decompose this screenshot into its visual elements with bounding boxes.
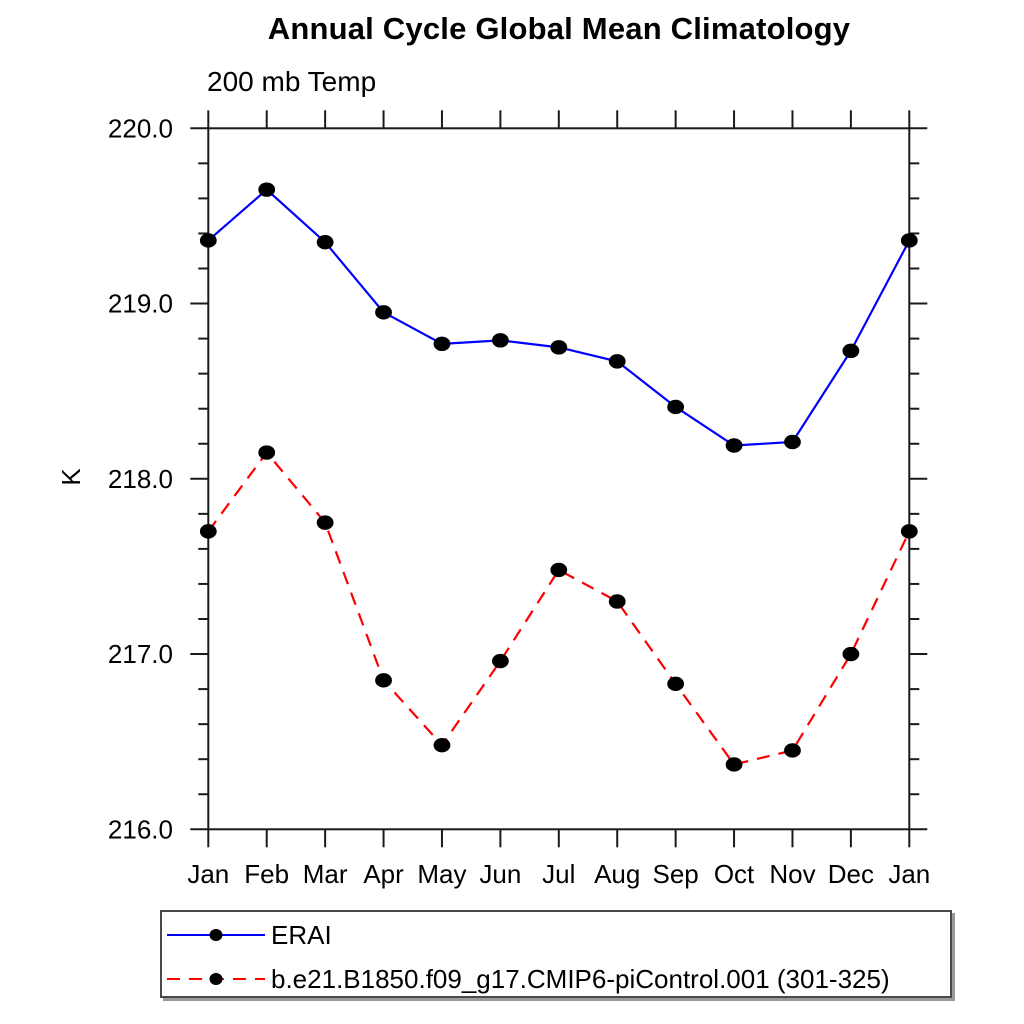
y-tick-label: 217.0 bbox=[108, 639, 173, 669]
data-point-marker-1 bbox=[491, 653, 509, 669]
legend-label-erai: ERAI bbox=[271, 920, 332, 950]
data-point-marker-1 bbox=[316, 515, 334, 530]
x-tick-label: Oct bbox=[714, 859, 755, 889]
plot-frame bbox=[207, 127, 911, 831]
x-tick-label: May bbox=[417, 859, 466, 889]
x-tick-label: Aug bbox=[594, 859, 640, 889]
data-point-marker-1 bbox=[433, 737, 451, 753]
series-line-0 bbox=[207, 188, 911, 447]
data-point-marker-0 bbox=[667, 399, 685, 415]
legend-label-picontrol: b.e21.B1850.f09_g17.CMIP6-piControl.001 … bbox=[271, 964, 890, 994]
data-point-marker-1 bbox=[900, 524, 918, 539]
data-point-marker-1 bbox=[550, 562, 568, 578]
data-point-marker-0 bbox=[375, 305, 392, 320]
legend-line-sample-dashed bbox=[167, 973, 265, 985]
legend-item-picontrol: b.e21.B1850.f09_g17.CMIP6-piControl.001 … bbox=[165, 959, 950, 999]
x-tick-label: Dec bbox=[828, 859, 874, 889]
data-point-marker-1 bbox=[375, 673, 392, 688]
data-point-marker-0 bbox=[784, 434, 801, 450]
data-point-marker-0 bbox=[842, 343, 860, 359]
series-line-1 bbox=[207, 450, 911, 766]
x-tick-label: Jul bbox=[542, 859, 575, 889]
y-tick-label: 219.0 bbox=[108, 289, 173, 319]
chart-subtitle: 200 mb Temp bbox=[207, 66, 377, 97]
legend-box: ERAI b.e21.B1850.f09_g17.CMIP6-piControl… bbox=[160, 910, 952, 998]
legend-item-erai: ERAI bbox=[165, 915, 950, 955]
x-tick-label: Mar bbox=[303, 859, 348, 889]
data-point-marker-0 bbox=[433, 336, 451, 352]
y-tick-label: 218.0 bbox=[108, 464, 173, 494]
data-point-marker-0 bbox=[491, 333, 509, 348]
legend-marker-icon bbox=[209, 973, 223, 985]
data-point-marker-1 bbox=[842, 646, 860, 662]
data-point-marker-0 bbox=[258, 182, 276, 197]
y-tick-label: 216.0 bbox=[108, 814, 173, 844]
legend-line-sample-solid bbox=[167, 929, 265, 941]
data-point-marker-1 bbox=[199, 524, 217, 539]
data-point-marker-0 bbox=[316, 235, 334, 250]
chart-title: Annual Cycle Global Mean Climatology bbox=[267, 11, 851, 46]
data-point-marker-1 bbox=[725, 757, 743, 772]
data-point-marker-1 bbox=[258, 445, 276, 460]
data-point-marker-0 bbox=[550, 340, 568, 355]
x-tick-label: Feb bbox=[244, 859, 289, 889]
data-point-marker-0 bbox=[900, 233, 918, 248]
x-tick-label: Nov bbox=[769, 859, 815, 889]
x-tick-label: Jan bbox=[187, 859, 229, 889]
x-tick-label: Jun bbox=[479, 859, 521, 889]
data-point-marker-1 bbox=[667, 676, 685, 692]
data-point-marker-0 bbox=[725, 438, 743, 453]
x-tick-label: Sep bbox=[653, 859, 699, 889]
data-point-marker-1 bbox=[784, 743, 801, 758]
data-point-marker-1 bbox=[608, 594, 626, 609]
legend-marker-icon bbox=[209, 929, 223, 941]
y-tick-label: 220.0 bbox=[108, 113, 173, 143]
data-point-marker-0 bbox=[199, 233, 217, 248]
x-tick-label: Apr bbox=[363, 859, 404, 889]
data-point-marker-0 bbox=[608, 354, 626, 369]
x-tick-label: Jan bbox=[888, 859, 930, 889]
